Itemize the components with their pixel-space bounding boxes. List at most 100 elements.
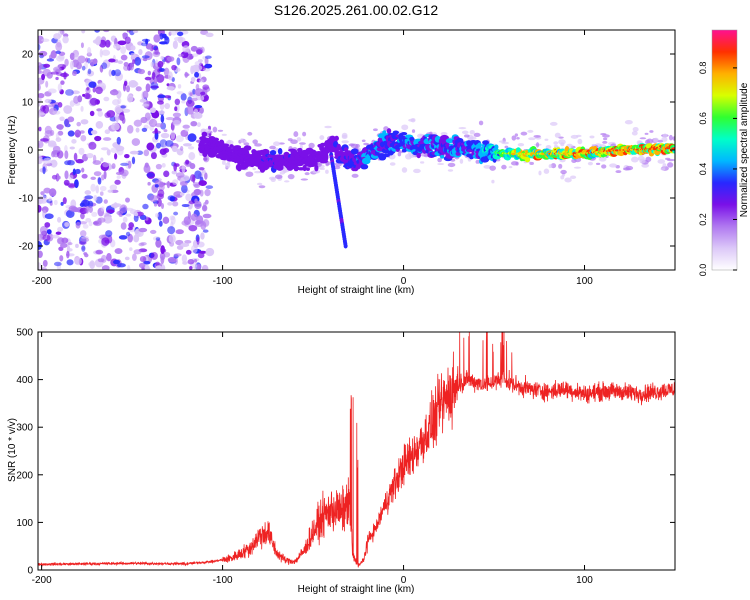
noise-blob [104, 129, 111, 135]
noise-blob [172, 119, 181, 126]
noise-blob [172, 40, 178, 50]
noise-blob [50, 50, 57, 59]
noise-blob [164, 140, 174, 147]
colorbar-label: Normalized spectral amplitude [739, 82, 750, 217]
noise-blob [71, 70, 77, 76]
noise-blob [175, 135, 184, 143]
snr-frame [37, 331, 676, 571]
halo-blob [558, 163, 563, 169]
snr-panel: -200 -100 0 100 0 100 200 300 400 500 Height of … [7, 328, 676, 595]
halo-blob [595, 162, 601, 166]
halo-blob [325, 169, 329, 174]
halo-blob [437, 162, 445, 166]
noise-blob [157, 60, 164, 68]
noise-blob [155, 74, 165, 83]
noise-blob [69, 146, 75, 150]
noise-blob [125, 213, 132, 217]
trace-blob [482, 140, 490, 145]
halo-blob [516, 136, 520, 140]
x-tick-label: 0 [401, 276, 407, 287]
noise-blob [88, 221, 93, 227]
noise-blob [42, 68, 52, 77]
noise-blob [125, 197, 130, 203]
noise-blob [180, 145, 184, 152]
noise-blob [186, 105, 195, 115]
noise-blob [90, 183, 96, 192]
noise-blob [155, 123, 164, 128]
halo-blob [350, 143, 359, 149]
noise-blob [166, 56, 175, 62]
noise-blob [129, 247, 133, 251]
halo-blob [489, 165, 496, 171]
noise-blob [88, 81, 97, 88]
halo-blob [558, 139, 566, 145]
noise-blob [78, 147, 85, 155]
halo-blob [257, 182, 263, 186]
noise-blob [51, 174, 58, 180]
halo-blob [544, 138, 549, 141]
noise-blob [149, 195, 158, 203]
noise-blob [55, 132, 60, 140]
trace-blob [336, 143, 341, 149]
halo-blob [672, 136, 675, 141]
noise-blob [160, 256, 165, 265]
noise-blob [157, 198, 162, 207]
noise-blob [41, 38, 50, 42]
noise-blob [132, 59, 136, 65]
halo-blob [641, 163, 650, 168]
noise-blob [177, 31, 184, 37]
noise-blob [112, 203, 122, 208]
noise-blob [163, 67, 170, 77]
noise-blob [192, 182, 200, 187]
noise-blob [51, 234, 60, 239]
halo-blob [341, 140, 349, 144]
noise-blob [151, 72, 156, 80]
colorbar-frame [711, 29, 738, 271]
halo-blob [609, 163, 618, 168]
noise-blob [125, 231, 131, 237]
noise-blob [187, 146, 195, 150]
noise-blob [207, 250, 212, 256]
noise-blob [120, 169, 129, 177]
noise-blob [200, 232, 205, 240]
noise-blob [52, 110, 61, 115]
noise-blob [116, 263, 126, 268]
noise-blob [154, 128, 158, 134]
noise-blob [106, 149, 110, 156]
noise-blob [120, 46, 127, 55]
halo-blob [570, 175, 577, 180]
noise-blob [62, 64, 66, 70]
halo-blob [252, 139, 258, 145]
noise-blob [185, 193, 192, 202]
noise-blob [53, 261, 62, 267]
noise-blob [57, 216, 62, 223]
noise-blob [182, 124, 190, 129]
noise-blob [138, 49, 143, 55]
noise-blob [74, 257, 82, 266]
noise-blob [80, 237, 90, 243]
noise-blob [95, 121, 104, 129]
noise-blob [58, 246, 64, 251]
halo-blob [598, 156, 607, 162]
noise-blob [143, 164, 151, 173]
noise-blob [194, 170, 202, 180]
noise-blob [116, 210, 124, 216]
y-tick-label: 10 [22, 98, 34, 109]
halo-blob [258, 185, 266, 189]
halo-blob [510, 161, 519, 166]
halo-blob [290, 139, 298, 144]
noise-blob [81, 167, 85, 173]
colorbar-tick-label: 0.2 [698, 213, 708, 226]
y-tick-label: 400 [16, 375, 33, 386]
noise-blob [75, 243, 79, 248]
noise-blob [114, 69, 122, 77]
noise-blob [115, 145, 125, 152]
noise-blob [38, 126, 42, 132]
noise-blob [201, 204, 208, 212]
noise-blob [57, 102, 63, 108]
noise-blob [38, 35, 44, 44]
noise-blob [81, 173, 88, 179]
halo-blob [573, 166, 582, 169]
noise-blob [44, 222, 51, 228]
noise-blob [193, 188, 202, 196]
